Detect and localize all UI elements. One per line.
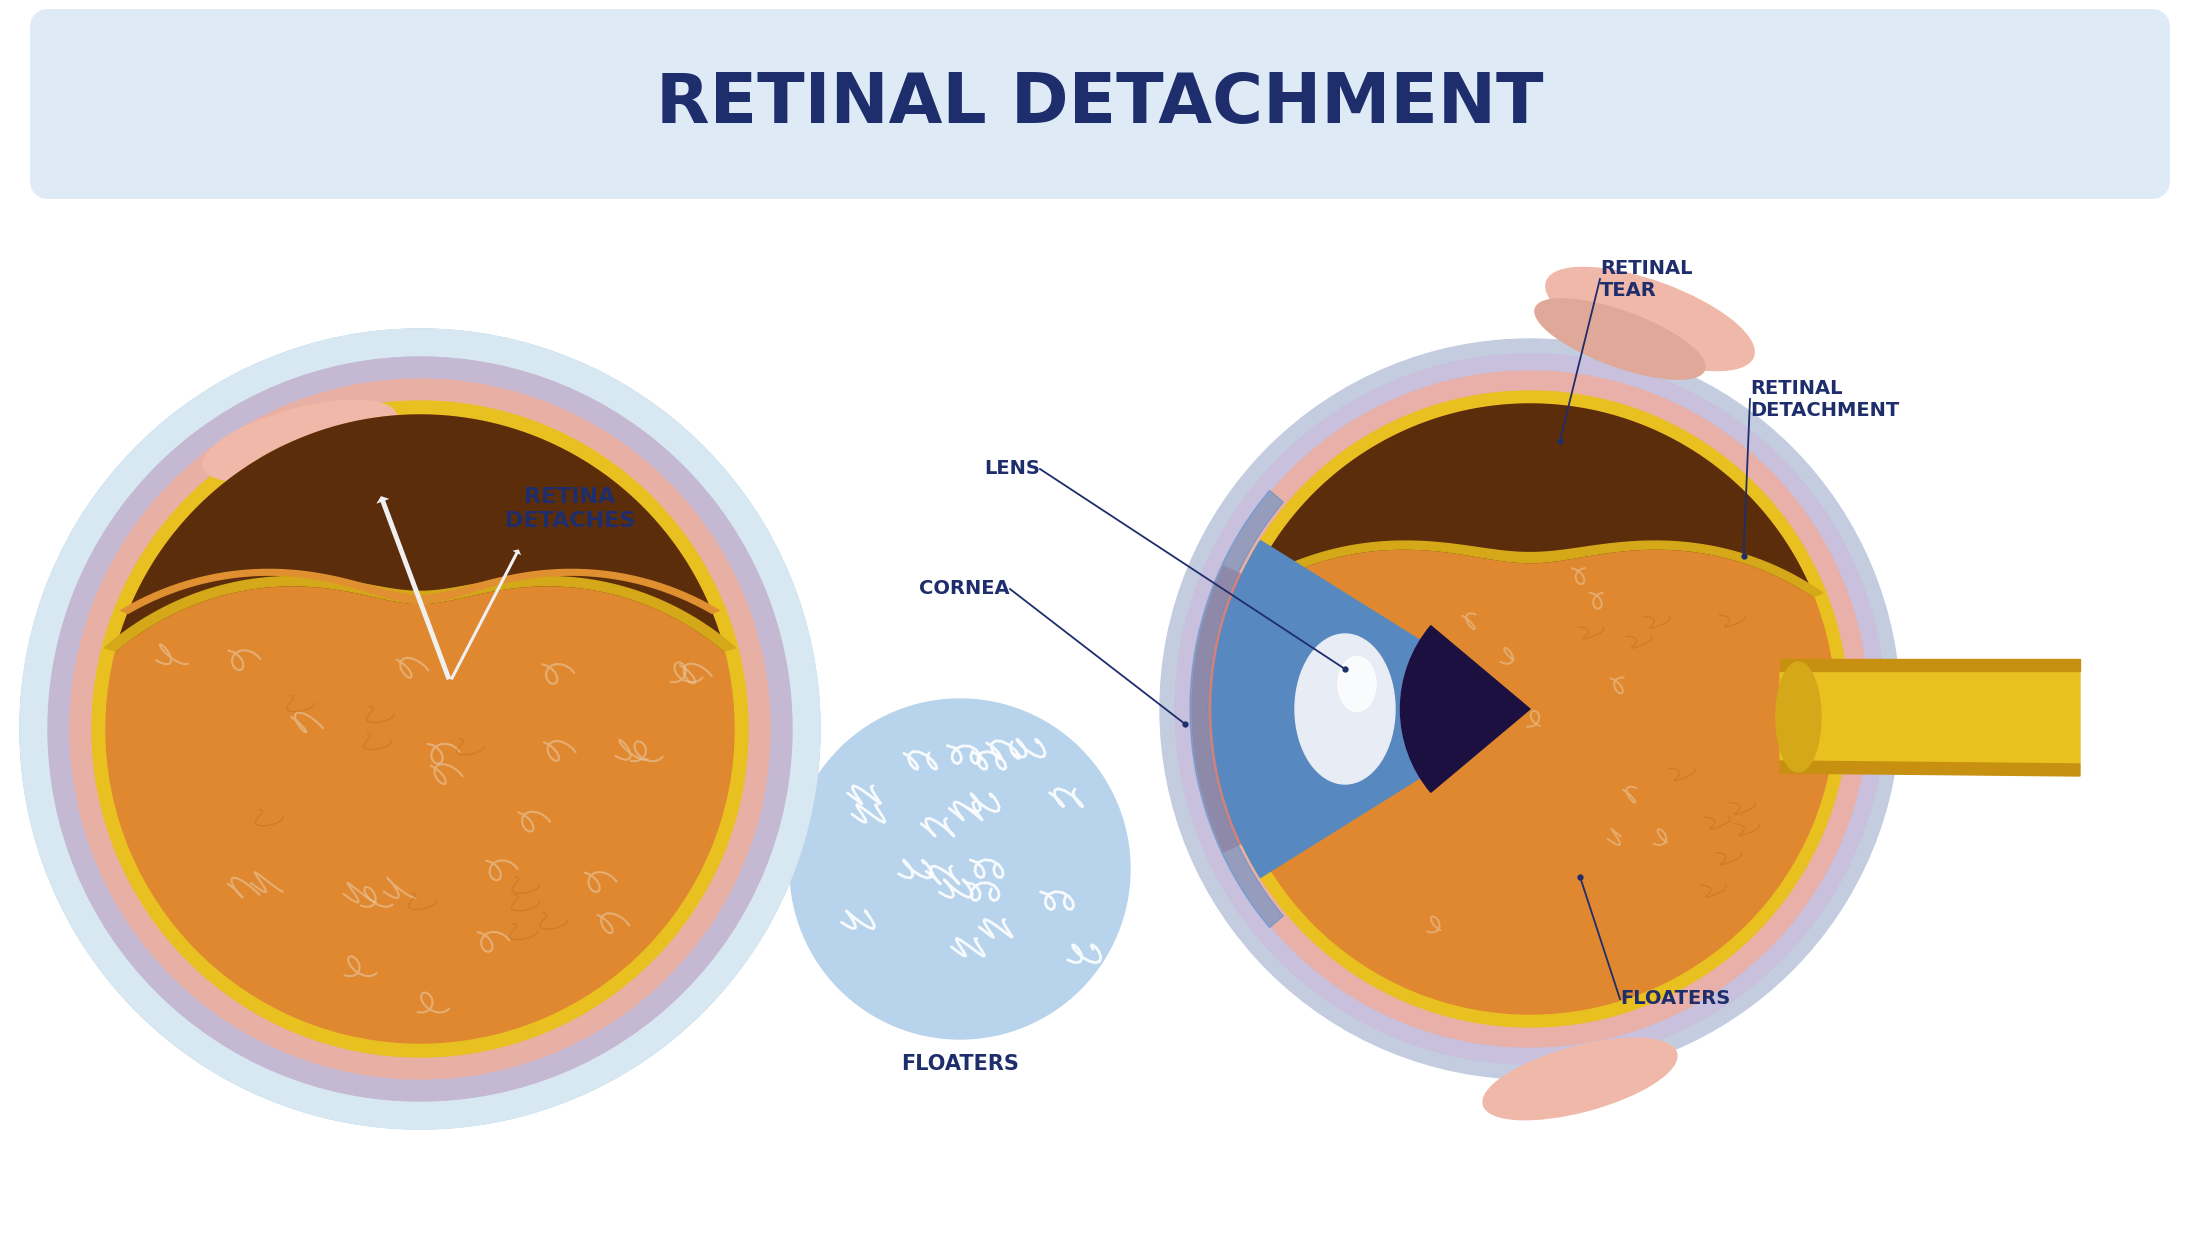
Polygon shape <box>1780 761 2079 776</box>
Circle shape <box>1192 371 1868 1047</box>
Wedge shape <box>48 357 792 1102</box>
Ellipse shape <box>1536 299 1705 380</box>
Text: LENS: LENS <box>983 460 1041 478</box>
Circle shape <box>790 699 1131 1039</box>
Wedge shape <box>1192 566 1529 852</box>
Polygon shape <box>1780 671 2079 764</box>
Polygon shape <box>1247 403 1813 597</box>
Circle shape <box>1225 403 1835 1014</box>
Text: RETINAL
TEAR: RETINAL TEAR <box>1599 259 1692 300</box>
Polygon shape <box>1190 491 1283 928</box>
Text: FLOATERS: FLOATERS <box>902 1054 1019 1074</box>
Circle shape <box>1159 338 1901 1079</box>
Circle shape <box>1175 353 1885 1064</box>
Text: CORNEA: CORNEA <box>920 580 1010 598</box>
Polygon shape <box>1780 659 2079 671</box>
Ellipse shape <box>1338 657 1375 712</box>
Polygon shape <box>121 570 719 613</box>
Circle shape <box>20 328 821 1129</box>
Ellipse shape <box>1775 662 1822 772</box>
Circle shape <box>1212 391 1848 1027</box>
Wedge shape <box>1212 541 1529 878</box>
Circle shape <box>106 415 735 1043</box>
Polygon shape <box>117 415 724 651</box>
Text: RETINA
DETACHES: RETINA DETACHES <box>504 487 636 531</box>
Wedge shape <box>1401 626 1529 792</box>
Text: FLOATERS: FLOATERS <box>1619 989 1729 1008</box>
Ellipse shape <box>202 401 396 482</box>
Wedge shape <box>92 401 748 1057</box>
Polygon shape <box>1236 541 1824 597</box>
Ellipse shape <box>1483 1038 1676 1119</box>
Text: RETINAL
DETACHMENT: RETINAL DETACHMENT <box>1749 378 1899 420</box>
FancyBboxPatch shape <box>31 9 2169 199</box>
Ellipse shape <box>1547 267 1753 371</box>
Ellipse shape <box>246 428 392 486</box>
Wedge shape <box>70 378 770 1079</box>
Ellipse shape <box>1296 634 1395 784</box>
Text: RETINAL DETACHMENT: RETINAL DETACHMENT <box>656 70 1544 137</box>
Polygon shape <box>103 577 735 651</box>
Wedge shape <box>20 328 821 1129</box>
